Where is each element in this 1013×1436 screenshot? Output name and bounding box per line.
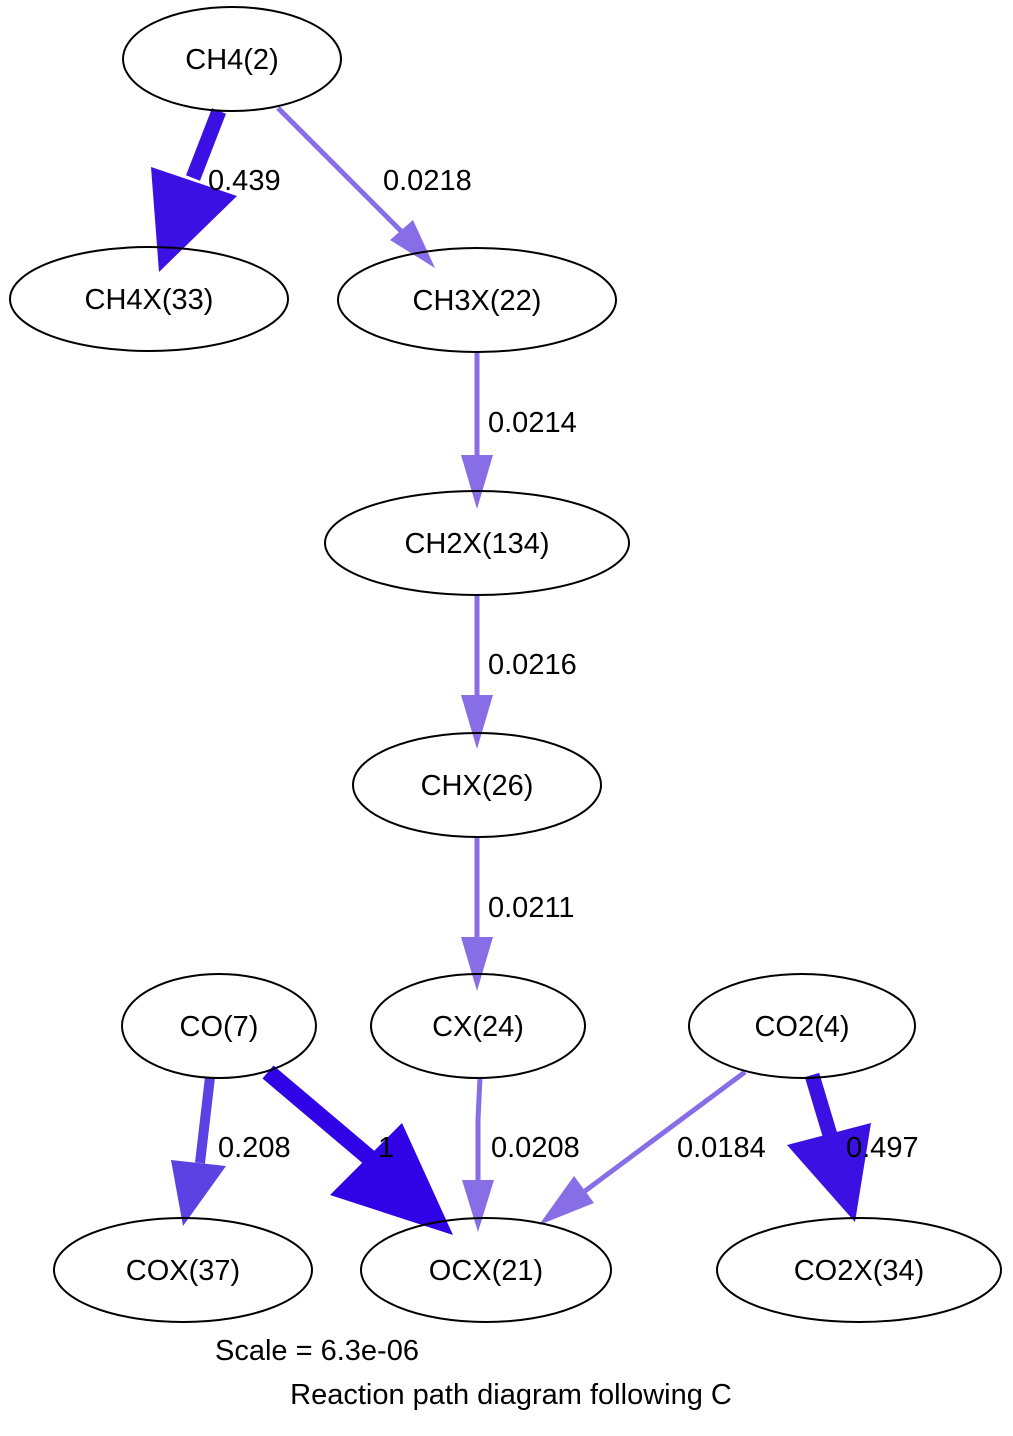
edge-arrowhead [461,695,493,749]
edge-label: 0.0216 [488,649,577,681]
edge-label: 0.439 [208,165,281,197]
node-ellipse [53,1217,313,1323]
edge-ch2x-to-chx: 0.0216 [461,595,577,749]
edge-label: 0.0208 [491,1132,580,1164]
edge-line [475,1076,483,1180]
edge-arrowhead [151,167,237,272]
node-label: CO2(4) [754,1011,849,1043]
node-ellipse [122,6,342,112]
node-label: CH3X(22) [413,285,542,317]
edge-label: 1 [378,1132,394,1164]
node-ellipse [360,1217,612,1323]
edge-arrowhead [330,1123,453,1235]
edge-line [276,106,408,238]
edge-co2-to-co2x: 0.497 [787,1072,919,1222]
node-label: CHX(26) [421,770,534,802]
node-co: CO(7) [121,973,317,1079]
edge-label: 0.0218 [383,165,472,197]
node-label: OCX(21) [429,1255,543,1287]
scale-caption: Scale = 6.3e-06 [215,1335,419,1367]
edge-ch3x-to-ch2x: 0.0214 [461,352,577,509]
edge-line [195,1076,215,1164]
edge-arrowhead [461,937,493,991]
diagram-title: Reaction path diagram following C [290,1379,732,1411]
edge-arrowhead [390,220,435,268]
edge-label: 0.497 [846,1132,919,1164]
edge-line [804,1072,838,1138]
edge-arrowhead [462,1180,494,1232]
node-ellipse [370,973,586,1079]
node-label: CO2X(34) [794,1255,925,1287]
node-cx: CX(24) [370,973,586,1079]
node-co2: CO2(4) [688,973,916,1079]
node-ch2x: CH2X(134) [324,490,630,596]
node-ellipse [324,490,630,596]
edge-arrowhead [787,1123,871,1222]
edge-line [186,108,226,181]
edge-co2-to-ocx: 0.0184 [539,1069,766,1225]
edge-label: 0.0184 [677,1132,766,1164]
node-ocx: OCX(21) [360,1217,612,1323]
edge-co-to-cox: 0.208 [171,1076,291,1226]
edge-line [583,1069,747,1194]
edge-cx-to-ocx: 0.0208 [462,1076,580,1232]
edge-co-to-ocx: 1 [262,1065,453,1235]
edge-ch4-to-ch4x: 0.439 [151,108,281,272]
edge-arrowhead [461,455,493,509]
node-ch3x: CH3X(22) [337,247,617,353]
node-ellipse [352,732,602,838]
node-label: CO(7) [180,1011,259,1043]
node-ellipse [121,973,317,1079]
node-ch4x: CH4X(33) [9,246,289,352]
node-label: CH2X(134) [404,528,549,560]
node-label: CH4(2) [185,44,278,76]
node-label: CH4X(33) [85,284,214,316]
node-ellipse [337,247,617,353]
node-label: COX(37) [126,1255,240,1287]
edge-chx-to-cx: 0.0211 [461,837,575,991]
edge-arrowhead [539,1176,594,1225]
edge-line [262,1065,378,1167]
node-ellipse [688,973,916,1079]
edge-label: 0.0211 [488,892,575,924]
node-label: CX(24) [432,1011,524,1043]
edge-ch4-to-ch3x: 0.0218 [276,106,472,268]
node-ellipse [716,1217,1002,1323]
edge-label: 0.0214 [488,407,577,439]
node-co2x: CO2X(34) [716,1217,1002,1323]
edge-label: 0.208 [218,1132,291,1164]
edge-arrowhead [171,1160,226,1226]
node-ch4: CH4(2) [122,6,342,112]
node-cox: COX(37) [53,1217,313,1323]
node-chx: CHX(26) [352,732,602,838]
node-ellipse [9,246,289,352]
